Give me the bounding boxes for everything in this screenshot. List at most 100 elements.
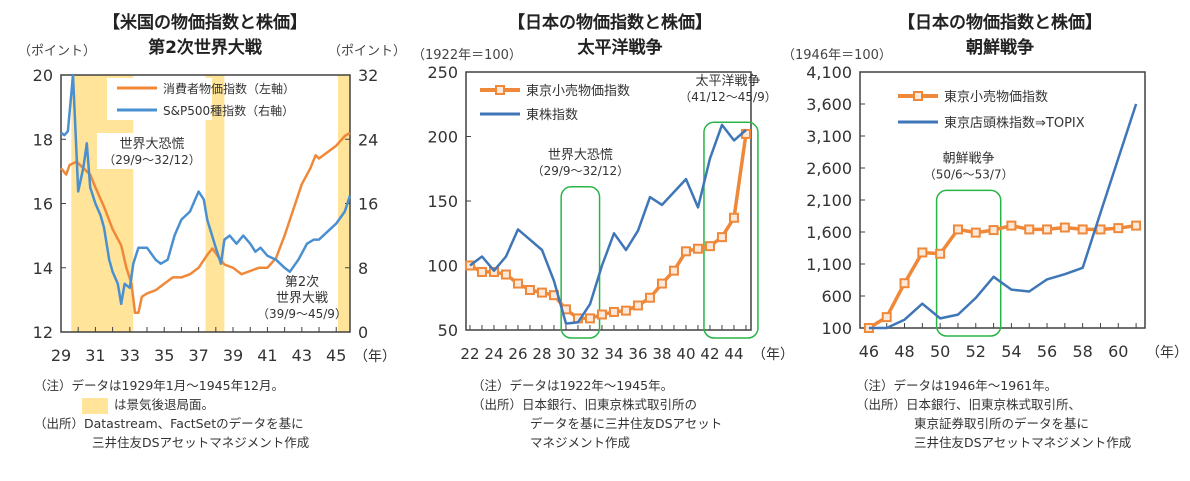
y-tick-label: 50 <box>438 321 458 340</box>
data-point <box>644 292 655 303</box>
data-point <box>935 248 946 259</box>
y-tick-label: 200 <box>427 128 458 147</box>
series-line-stock <box>868 103 1138 330</box>
legend-label: 消費者物価指数（左軸） <box>163 81 295 96</box>
annotation-label: 朝鮮戦争 <box>943 151 995 166</box>
chart3-title: 【日本の物価指数と株価】 朝鮮戦争 <box>898 13 1102 58</box>
y-tick-label: 600 <box>821 287 852 306</box>
y-tick-label: 18 <box>33 130 53 149</box>
annotation-label: 世界大恐慌 <box>548 148 613 163</box>
y-tick-label: 20 <box>33 66 53 85</box>
y-tick-label: 4,100 <box>806 63 852 82</box>
data-point <box>988 225 999 236</box>
x-tick-label: 30 <box>556 345 575 363</box>
x-tick-label: 28 <box>532 345 551 363</box>
chart1-right-unit: （ポイント） <box>328 44 407 59</box>
data-point <box>899 278 910 289</box>
data-point <box>1006 220 1017 231</box>
data-point <box>917 247 928 258</box>
data-point <box>728 212 739 223</box>
x-tick-label: 26 <box>508 345 527 363</box>
y-tick-label: 3,600 <box>806 95 852 114</box>
legend-label: 東京小売物価指数 <box>944 89 1048 105</box>
x-tick-label: 22 <box>460 345 479 363</box>
y-tick-label: 2,600 <box>806 159 852 178</box>
y-tick-label: 12 <box>33 323 53 342</box>
data-point <box>584 313 595 324</box>
chart2-title: 【日本の物価指数と株価】 太平洋戦争 <box>508 13 712 58</box>
data-point <box>692 243 703 254</box>
y-tick-label: 150 <box>427 192 458 211</box>
chart2-unit: （1922年＝100） <box>412 48 522 63</box>
legend-marker <box>495 85 505 95</box>
chart1-title: 【米国の物価指数と株価】 第2次世界大戦 <box>103 13 307 58</box>
y-tick-label: 250 <box>427 63 458 82</box>
x-axis-unit: （年） <box>752 347 794 363</box>
data-point <box>524 285 535 296</box>
data-point <box>952 224 963 235</box>
x-axis-unit: （年） <box>1146 345 1188 361</box>
x-tick-label: 33 <box>120 346 140 365</box>
legend-label: 東京小売物価指数 <box>526 83 630 99</box>
chart3-unit: （1946年＝100） <box>782 48 892 63</box>
x-axis-unit: （年） <box>354 349 396 365</box>
data-point <box>476 266 487 277</box>
data-point <box>500 269 511 280</box>
x-tick-label: 52 <box>966 342 986 361</box>
y-tick-label: 14 <box>33 259 53 278</box>
chart1-notes: （注）データは1929年1月～1945年12月。 は景気後退局面。 （出所）Da… <box>34 378 310 450</box>
x-tick-label: 60 <box>1108 342 1128 361</box>
y-tick-label: 1,600 <box>806 223 852 242</box>
x-tick-label: 24 <box>484 345 503 363</box>
legend-label: 東株指数 <box>526 107 578 123</box>
data-point <box>632 300 643 311</box>
x-tick-label: 48 <box>894 342 914 361</box>
plot-frame <box>465 71 752 331</box>
x-tick-label: 56 <box>1037 342 1057 361</box>
series-line-stock <box>469 123 747 325</box>
annotation-label: 太平洋戦争 <box>695 74 760 89</box>
x-tick-label: 40 <box>676 345 695 363</box>
legend-label: S&P500種指数（右軸） <box>163 103 294 118</box>
data-point <box>680 246 691 257</box>
recession-band <box>205 75 225 332</box>
x-tick-label: 36 <box>628 345 647 363</box>
legend-marker <box>913 91 923 101</box>
y-right-tick-label: 0 <box>358 323 368 342</box>
annotation-label: 世界大恐慌 <box>119 137 184 152</box>
x-tick-label: 45 <box>326 346 346 365</box>
y-tick-label: 100 <box>427 257 458 276</box>
annotation-bg <box>97 133 205 169</box>
annotation-period: （41/12～45/9） <box>679 90 777 104</box>
x-tick-label: 42 <box>700 345 719 363</box>
data-point <box>1077 224 1088 235</box>
x-tick-label: 50 <box>930 342 950 361</box>
annotation-period: （39/9～45/9） <box>257 307 347 321</box>
data-point <box>1059 222 1070 233</box>
legend-bg <box>107 78 212 120</box>
chart2-notes: （注）データは1922年～1945年。 （出所）日本銀行、旧東京株式取引所の デ… <box>472 378 723 450</box>
annotation-label: 第2次 <box>285 274 319 290</box>
annotation-period: （50/6～53/7） <box>924 167 1014 181</box>
chart3-notes: （注）データは1946年～1961年。 （出所）日本銀行、旧東京株式取引所、 東… <box>856 378 1132 450</box>
series-line-price <box>60 131 351 314</box>
annotation-period: （29/9～32/12） <box>532 164 630 178</box>
x-tick-label: 32 <box>580 345 599 363</box>
x-tick-label: 44 <box>724 345 743 363</box>
data-point <box>704 241 715 252</box>
data-point <box>970 227 981 238</box>
x-tick-label: 29 <box>51 346 71 365</box>
series-line-stock <box>60 73 352 306</box>
series-line-price <box>867 223 1137 330</box>
x-tick-label: 58 <box>1072 342 1092 361</box>
highlight-box <box>560 186 601 339</box>
data-point <box>1042 224 1053 235</box>
data-point <box>596 309 607 320</box>
data-point <box>608 306 619 317</box>
data-point <box>536 287 547 298</box>
y-tick-label: 16 <box>33 195 53 214</box>
data-point <box>1024 224 1035 235</box>
data-point <box>1131 220 1142 231</box>
